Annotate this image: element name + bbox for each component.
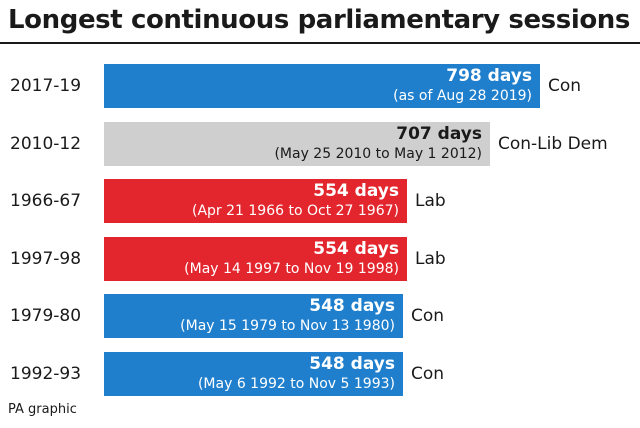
source-credit: PA graphic <box>8 402 77 417</box>
category-label: 1966-67 <box>10 191 82 211</box>
bar-data-label: 548 days (May 15 1979 to Nov 13 1980) <box>180 294 395 336</box>
party-label: Lab <box>415 249 446 269</box>
bar-date-label: (May 25 2010 to May 1 2012) <box>274 146 482 162</box>
bar: 707 days (May 25 2010 to May 1 2012) <box>104 122 490 166</box>
bar-date-label: (May 6 1992 to Nov 5 1993) <box>197 376 395 392</box>
party-label: Lab <box>415 191 446 211</box>
category-label: 1997-98 <box>10 249 82 269</box>
bar: 554 days (May 14 1997 to Nov 19 1998) <box>104 237 407 281</box>
bar: 548 days (May 15 1979 to Nov 13 1980) <box>104 294 403 338</box>
category-label: 1992-93 <box>10 364 82 384</box>
party-label: Con <box>411 306 445 326</box>
title-divider <box>0 42 640 44</box>
bar: 798 days (as of Aug 28 2019) <box>104 64 540 108</box>
chart-title: Longest continuous parliamentary session… <box>8 5 630 35</box>
bar: 554 days (Apr 21 1966 to Oct 27 1967) <box>104 179 407 223</box>
bar-date-label: (May 14 1997 to Nov 19 1998) <box>184 261 399 277</box>
bar-data-label: 548 days (May 6 1992 to Nov 5 1993) <box>198 352 395 394</box>
bar-value-label: 554 days <box>313 181 399 201</box>
bar: 548 days (May 6 1992 to Nov 5 1993) <box>104 352 403 396</box>
party-label: Con <box>548 76 582 96</box>
bar-data-label: 554 days (Apr 21 1966 to Oct 27 1967) <box>192 179 399 221</box>
bar-date-label: (as of Aug 28 2019) <box>393 88 532 104</box>
bar-data-label: 798 days (as of Aug 28 2019) <box>393 64 532 106</box>
bar-value-label: 707 days <box>396 124 482 144</box>
bar-value-label: 548 days <box>309 354 395 374</box>
category-label: 2017-19 <box>10 76 82 96</box>
party-label: Con-Lib Dem <box>498 134 608 154</box>
bar-data-label: 707 days (May 25 2010 to May 1 2012) <box>274 122 482 164</box>
bar-value-label: 548 days <box>309 296 395 316</box>
bar-value-label: 554 days <box>313 239 399 259</box>
bar-data-label: 554 days (May 14 1997 to Nov 19 1998) <box>184 237 399 279</box>
category-label: 1979-80 <box>10 306 82 326</box>
bar-date-label: (May 15 1979 to Nov 13 1980) <box>180 318 395 334</box>
category-label: 2010-12 <box>10 134 82 154</box>
bar-value-label: 798 days <box>446 66 532 86</box>
bar-date-label: (Apr 21 1966 to Oct 27 1967) <box>192 203 399 219</box>
party-label: Con <box>411 364 445 384</box>
